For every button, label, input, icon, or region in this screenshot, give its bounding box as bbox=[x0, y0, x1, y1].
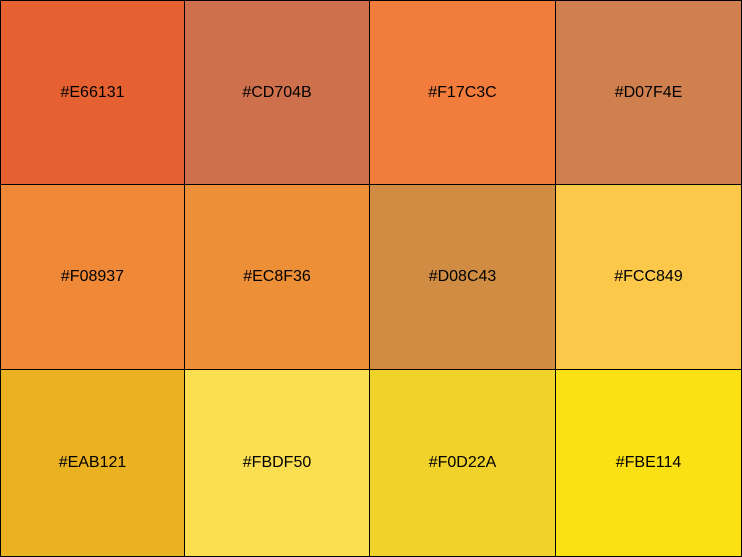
color-swatch: #F17C3C bbox=[370, 0, 556, 185]
color-swatch: #D07F4E bbox=[556, 0, 742, 185]
swatch-hex-label: #FBE114 bbox=[615, 454, 682, 471]
color-swatch: #E66131 bbox=[0, 0, 185, 185]
swatch-hex-label: #D07F4E bbox=[614, 83, 683, 101]
swatch-hex-label: #E66131 bbox=[60, 83, 125, 101]
color-swatch: #F08937 bbox=[0, 185, 185, 370]
color-swatch: #FCC849 bbox=[556, 185, 742, 370]
swatch-hex-label: #F08937 bbox=[60, 268, 125, 285]
swatch-hex-label: #D08C43 bbox=[428, 268, 497, 285]
swatch-hex-label: #F0D22A bbox=[428, 454, 497, 471]
swatch-hex-label: #EC8F36 bbox=[243, 268, 311, 285]
color-swatch: #EC8F36 bbox=[185, 185, 370, 370]
swatch-hex-label: #CD704B bbox=[242, 83, 312, 101]
swatch-hex-label: #FCC849 bbox=[614, 268, 683, 285]
color-swatch: #EAB121 bbox=[0, 370, 185, 557]
swatch-hex-label: #F17C3C bbox=[428, 83, 497, 101]
color-swatch: #FBE114 bbox=[556, 370, 742, 557]
swatch-hex-label: #FBDF50 bbox=[242, 454, 312, 471]
swatch-hex-label: #EAB121 bbox=[58, 454, 127, 471]
color-swatch: #FBDF50 bbox=[185, 370, 370, 557]
color-swatch: #F0D22A bbox=[370, 370, 556, 557]
color-swatch: #D08C43 bbox=[370, 185, 556, 370]
color-swatch: #CD704B bbox=[185, 0, 370, 185]
